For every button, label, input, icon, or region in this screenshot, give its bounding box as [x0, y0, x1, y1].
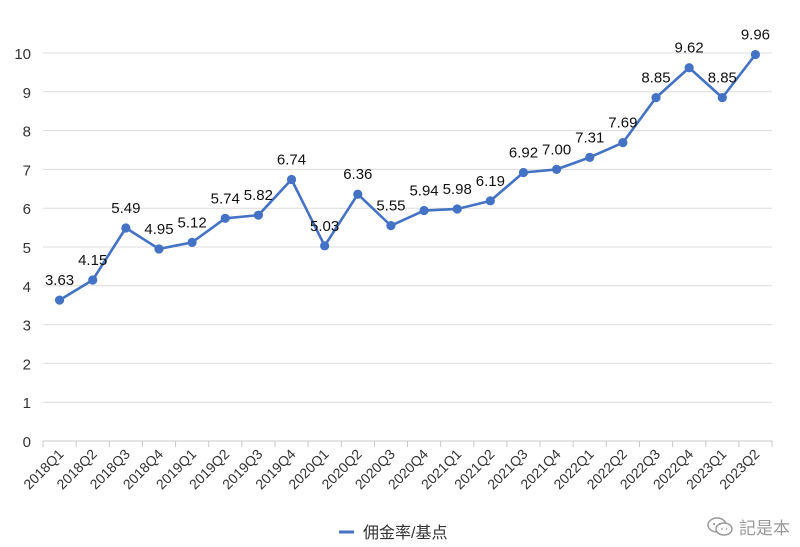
data-label: 5.03 — [310, 218, 339, 235]
y-tick-label: 7 — [23, 162, 31, 179]
data-point — [54, 295, 65, 305]
watermark: 記是本 — [707, 514, 790, 539]
data-point — [750, 49, 761, 60]
y-tick-label: 4 — [23, 279, 31, 296]
data-label: 5.82 — [244, 187, 273, 204]
data-point — [320, 241, 330, 251]
data-label: 6.74 — [277, 151, 306, 168]
y-tick-label: 6 — [23, 201, 31, 218]
data-point — [585, 152, 595, 162]
data-label: 9.96 — [741, 27, 770, 44]
data-point — [717, 93, 727, 103]
data-label: 5.98 — [443, 181, 472, 198]
data-point — [220, 213, 230, 223]
legend: 佣金率/基点 — [339, 524, 447, 542]
y-tick-label: 8 — [23, 124, 31, 141]
data-label: 7.69 — [608, 115, 637, 132]
data-point — [187, 237, 197, 247]
data-label: 5.49 — [111, 200, 140, 217]
data-point — [154, 244, 164, 254]
data-label: 5.74 — [211, 190, 240, 207]
data-point — [286, 174, 297, 185]
y-tick-label: 3 — [23, 318, 31, 335]
data-point — [419, 205, 429, 216]
gridlines — [43, 52, 772, 442]
y-tick-label: 2 — [23, 356, 31, 373]
data-point — [651, 93, 661, 103]
data-point — [386, 221, 396, 231]
data-label: 9.62 — [675, 40, 704, 57]
data-label: 5.94 — [409, 183, 438, 200]
data-point — [353, 189, 363, 199]
data-label: 8.85 — [708, 70, 737, 87]
y-axis: 0 1 2 3 4 5 6 7 8 9 10 — [14, 46, 31, 451]
data-label: 6.36 — [343, 166, 372, 183]
data-label: 5.55 — [376, 198, 405, 215]
data-label: 3.63 — [45, 272, 74, 289]
data-label: 8.85 — [641, 70, 670, 87]
data-label: 4.95 — [144, 221, 173, 238]
legend-label: 佣金率/基点 — [363, 524, 447, 542]
watermark-text: 記是本 — [739, 519, 790, 539]
data-point — [452, 204, 462, 214]
data-point — [684, 63, 694, 73]
y-tick-label: 0 — [23, 434, 31, 451]
data-labels: 3.634.15 5.494.95 5.125.74 5.82 6.74 5.03 6.36… — [45, 27, 770, 290]
data-point — [552, 164, 562, 174]
y-tick-label: 10 — [14, 46, 31, 63]
x-axis: 2018Q12018Q22018Q32018Q42019Q12019Q22019… — [20, 441, 773, 492]
data-label: 5.12 — [178, 214, 207, 231]
data-point — [253, 210, 263, 220]
y-tick-label: 1 — [23, 395, 31, 412]
y-tick-label: 9 — [23, 85, 31, 102]
data-point — [121, 223, 131, 233]
data-label: 7.31 — [575, 129, 604, 146]
data-point — [518, 167, 529, 178]
data-label: 7.00 — [542, 141, 571, 158]
wechat-icon — [707, 516, 733, 536]
data-point — [485, 196, 495, 206]
data-label: 4.15 — [78, 252, 107, 269]
data-label: 6.19 — [476, 173, 505, 190]
data-point — [88, 275, 98, 285]
series-line — [58, 53, 757, 302]
data-label: 6.92 — [509, 145, 538, 162]
y-tick-label: 5 — [23, 240, 31, 257]
series-commission-rate — [54, 49, 761, 305]
data-point — [618, 138, 628, 148]
